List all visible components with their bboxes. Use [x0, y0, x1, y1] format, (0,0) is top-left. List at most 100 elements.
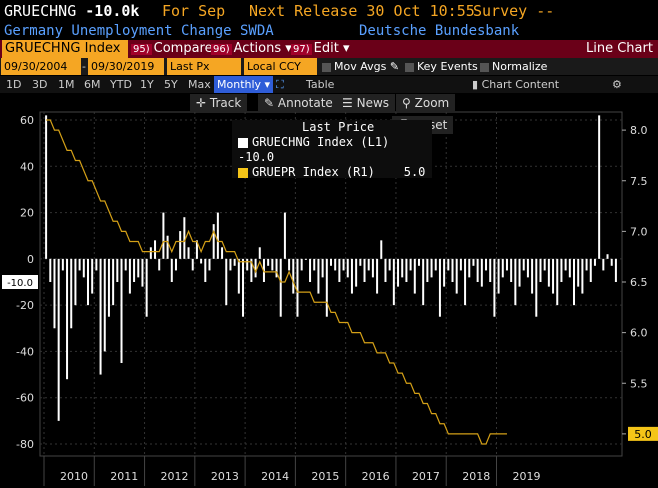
track-label: Track [209, 96, 242, 110]
normalize-label: Normalize [492, 60, 548, 73]
field-select[interactable]: Last Px [167, 58, 241, 75]
bar [145, 258, 148, 317]
table-button[interactable]: Table [306, 78, 335, 91]
period-1d[interactable]: 1D [6, 78, 22, 91]
bar [216, 212, 219, 259]
last-left-label: -10.0 [7, 278, 33, 289]
left-tick-label: -60 [16, 392, 34, 405]
key-events-checkbox[interactable] [405, 62, 414, 72]
bar [589, 258, 592, 282]
bar [459, 258, 462, 271]
bar [120, 258, 123, 363]
x-tick-label: 2017 [412, 470, 440, 483]
survey: Survey -- [473, 2, 555, 20]
bar [560, 258, 563, 282]
annotate-tool[interactable]: ✎ Annotate [258, 94, 339, 112]
bar [585, 258, 588, 271]
bar [233, 258, 236, 266]
bar [309, 258, 312, 282]
bar [447, 258, 450, 271]
right-tick-label: 8.0 [630, 124, 648, 137]
bar [141, 258, 144, 287]
left-tick-label: 40 [20, 160, 34, 173]
period-5y[interactable]: 5Y [164, 78, 178, 91]
security-field[interactable]: GRUECHNG Index [2, 40, 128, 58]
normalize-toggle[interactable]: Normalize [480, 58, 547, 75]
bar [183, 217, 186, 259]
track-tool[interactable]: ✛ Track [190, 94, 248, 112]
bar [107, 258, 110, 317]
bar [376, 258, 379, 294]
legend-swatch-yellow [238, 167, 248, 178]
bar [49, 258, 52, 282]
actions-button[interactable]: 96) Actions ▾ [211, 41, 292, 56]
bar [313, 258, 316, 271]
bar [422, 258, 425, 306]
bar [510, 258, 513, 282]
currency-select[interactable]: Local CCY [244, 58, 317, 75]
period-3d[interactable]: 3D [32, 78, 48, 91]
bar [279, 258, 282, 317]
bar [552, 258, 555, 294]
compare-num: 95) [131, 44, 152, 55]
period-bar: 1D 3D 1M 6M YTD 1Y 5Y Max Monthly ▾ ⛶ Ta… [0, 76, 658, 93]
edit-button[interactable]: 97) Edit ▾ [291, 41, 350, 56]
bar [593, 258, 596, 266]
bar [200, 258, 203, 264]
right-tick-label: 7.0 [630, 225, 648, 238]
period-max[interactable]: Max [188, 78, 211, 91]
left-tick-label: -40 [16, 345, 34, 358]
bar [242, 258, 245, 317]
magnifier-icon: ⚲ [402, 96, 411, 110]
bar [535, 258, 538, 317]
period-6m[interactable]: 6M [84, 78, 101, 91]
bar [296, 258, 299, 317]
bar [573, 258, 576, 306]
mov-avgs-checkbox[interactable] [322, 62, 331, 72]
zoom-tool[interactable]: ⚲ Zoom [396, 94, 456, 112]
bar [438, 258, 441, 317]
bar [317, 258, 320, 294]
left-tick-label: 20 [20, 207, 34, 220]
bar [250, 258, 253, 282]
bar [443, 258, 446, 287]
gear-icon[interactable]: ⚙ [612, 78, 622, 91]
bar [426, 258, 429, 282]
news-icon: ☰ [342, 96, 353, 110]
period-1y[interactable]: 1Y [140, 78, 154, 91]
bar [86, 258, 89, 306]
bar [501, 258, 504, 278]
bar [321, 258, 324, 278]
bar [350, 258, 353, 294]
start-date-input[interactable]: 09/30/2004 [1, 58, 81, 75]
bar [116, 258, 119, 282]
line-style-icon[interactable]: ⛶ [276, 78, 284, 91]
bar [505, 258, 508, 271]
bar [543, 258, 546, 271]
end-date-input[interactable]: 09/30/2019 [88, 58, 164, 75]
bar [187, 247, 190, 259]
bar [137, 258, 140, 278]
next-release: Next Release 30 Oct 10:55 [249, 2, 475, 20]
news-tool[interactable]: ☰ News [336, 94, 396, 112]
bar [170, 258, 173, 282]
legend-value-2: 5.0 [403, 165, 426, 179]
compare-button[interactable]: 95) Compare [131, 40, 213, 58]
bar [304, 258, 307, 260]
ticker: GRUECHNG [4, 2, 77, 20]
period-ytd[interactable]: YTD [110, 78, 132, 91]
normalize-checkbox[interactable] [480, 62, 489, 72]
bar [556, 258, 559, 306]
mov-avgs-toggle[interactable]: Mov Avgs ✎ [322, 58, 399, 75]
frequency-select[interactable]: Monthly ▾ [214, 76, 274, 93]
chart-content-button[interactable]: ▮ Chart Content [472, 78, 560, 91]
annotate-label: Annotate [277, 96, 333, 110]
key-events-label: Key Events [417, 60, 478, 73]
last-right-badge [628, 426, 658, 441]
key-events-toggle[interactable]: Key Events [405, 58, 478, 75]
bar [82, 258, 85, 278]
bar [330, 258, 332, 266]
chart-type[interactable]: Line Chart [586, 41, 653, 56]
legend-item-1: GRUECHNG Index (L1) -10.0 [232, 135, 432, 165]
period-1m[interactable]: 1M [58, 78, 75, 91]
